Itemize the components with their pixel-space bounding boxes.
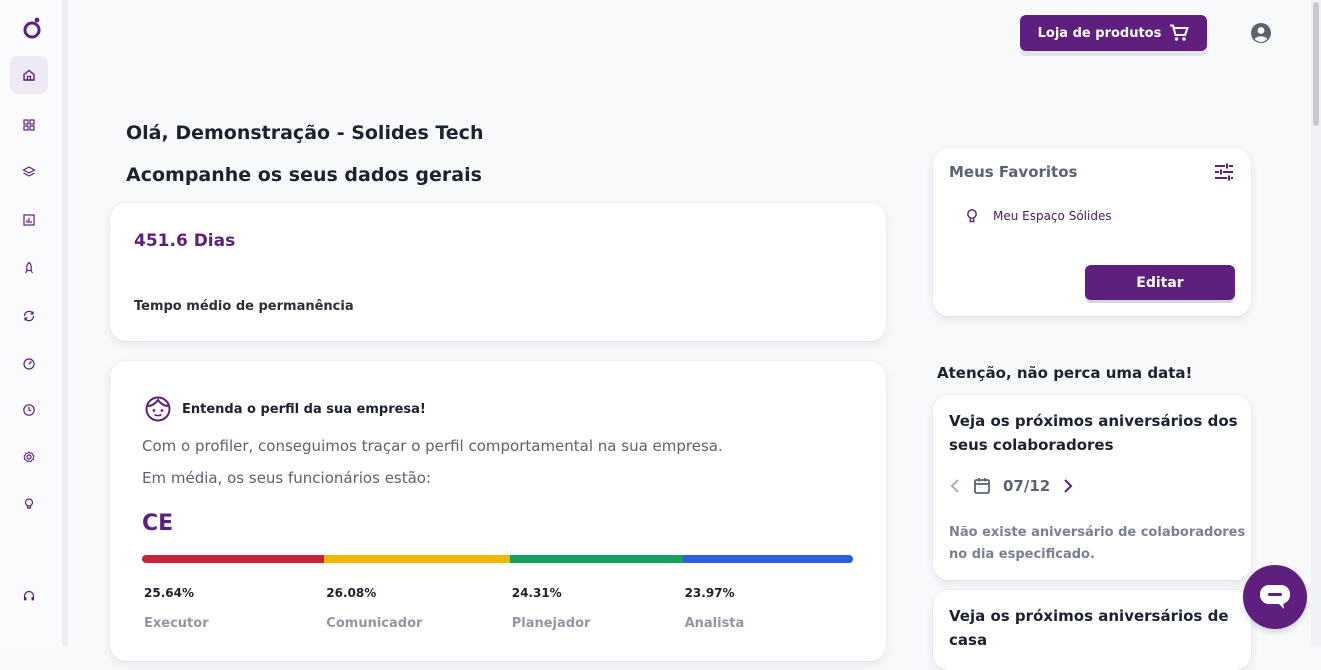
sidebar: [0, 0, 62, 646]
section-subtitle: Acompanhe os seus dados gerais: [126, 164, 482, 186]
profile-label-comunicador: Comunicador: [326, 616, 423, 631]
sidebar-item-time[interactable]: [10, 391, 48, 429]
lightbulb-icon: [24, 498, 34, 509]
profile-percent-analista: 23.97%: [684, 586, 735, 600]
face-icon: [145, 396, 171, 422]
tenure-value: 451.6 Dias: [134, 231, 236, 251]
edit-favorites-button[interactable]: Editar: [1085, 265, 1235, 300]
birthdays-title: Veja os próximos aniversários dos seus c…: [949, 412, 1238, 454]
cart-icon: [1170, 24, 1190, 41]
profile-title: Entenda o perfil da sua empresa!: [182, 401, 426, 417]
profile-percent-planejador: 24.31%: [511, 586, 562, 600]
profile-code: CE: [142, 511, 174, 536]
sidebar-item-ideas[interactable]: [10, 485, 48, 523]
chevron-right-icon[interactable]: [1062, 478, 1074, 494]
sidebar-item-cycles[interactable]: [10, 297, 48, 335]
favorite-item-label: Meu Espaço Sólides: [993, 209, 1112, 223]
sidebar-item-launch[interactable]: [10, 249, 48, 287]
favorites-card: Meus Favoritos Meu Espaço Sólides Editar: [933, 148, 1251, 316]
profile-bar-executor: [142, 555, 325, 563]
product-store-button[interactable]: Loja de produtos: [1020, 15, 1207, 51]
layers-icon: [22, 166, 36, 177]
sidebar-item-home[interactable]: [10, 56, 48, 94]
house-anniversaries-card: Veja os próximos aniversários de casa: [933, 590, 1251, 670]
profile-bar-planejador: [509, 555, 683, 563]
house-anniversaries-title: Veja os próximos aniversários de casa: [949, 607, 1229, 649]
profile-label-analista: Analista: [684, 616, 745, 631]
chat-button[interactable]: [1243, 565, 1307, 629]
scrollbar-thumb[interactable]: [1313, 2, 1319, 126]
tenure-stat-card: 451.6 Dias Tempo médio de permanência: [110, 203, 886, 341]
date-selector: 07/12: [949, 477, 1074, 495]
profile-percent-comunicador: 26.08%: [326, 586, 377, 600]
birthdays-empty-message: Não existe aniversário de colaboradores …: [949, 525, 1246, 562]
sidebar-item-performance[interactable]: [10, 345, 48, 383]
profile-percent-executor: 25.64%: [144, 586, 194, 600]
favorite-item[interactable]: Meu Espaço Sólides: [965, 208, 1112, 224]
rocket-icon: [24, 261, 34, 274]
chat-bubble-icon: [1260, 585, 1290, 609]
profile-bar-comunicador: [324, 555, 510, 563]
chevron-left-icon[interactable]: [949, 478, 961, 494]
tenure-label: Tempo médio de permanência: [134, 299, 354, 314]
sidebar-item-dashboard[interactable]: [10, 106, 48, 144]
sidebar-divider: [62, 0, 68, 646]
profile-label-executor: Executor: [144, 616, 209, 631]
calendar-icon[interactable]: [973, 477, 991, 495]
chart-icon: [23, 214, 35, 226]
home-icon: [23, 69, 35, 81]
profile-description: Com o profiler, conseguimos traçar o per…: [142, 437, 723, 455]
page-scrollbar[interactable]: [1311, 0, 1321, 646]
selected-date: 07/12: [1003, 477, 1051, 495]
gear-icon: [23, 451, 35, 463]
greeting-title: Olá, Demonstração - Solides Tech: [126, 122, 484, 144]
attention-heading: Atenção, não perca uma data!: [937, 364, 1193, 382]
clock-icon: [23, 404, 35, 416]
profile-bar-analista: [682, 555, 853, 563]
sidebar-item-support[interactable]: [10, 577, 48, 615]
sidebar-item-layers[interactable]: [10, 153, 48, 191]
store-button-label: Loja de produtos: [1037, 25, 1162, 41]
company-profile-card: Entenda o perfil da sua empresa! Com o p…: [110, 361, 886, 661]
account-icon[interactable]: [1250, 22, 1272, 44]
logo-icon: [23, 17, 41, 39]
lightbulb-icon: [967, 209, 977, 223]
gauge-icon: [23, 358, 35, 370]
profile-header: Entenda o perfil da sua empresa!: [144, 395, 426, 423]
sliders-icon[interactable]: [1213, 161, 1235, 183]
sidebar-item-reports[interactable]: [10, 201, 48, 239]
favorites-title: Meus Favoritos: [949, 163, 1078, 181]
birthdays-card: Veja os próximos aniversários dos seus c…: [933, 395, 1251, 580]
refresh-icon: [23, 310, 35, 322]
headset-icon: [23, 590, 35, 601]
sidebar-item-settings[interactable]: [10, 438, 48, 476]
grid-icon: [23, 119, 35, 131]
profile-average-text: Em média, os seus funcionários estão:: [142, 469, 432, 487]
profile-label-planejador: Planejador: [511, 616, 591, 631]
